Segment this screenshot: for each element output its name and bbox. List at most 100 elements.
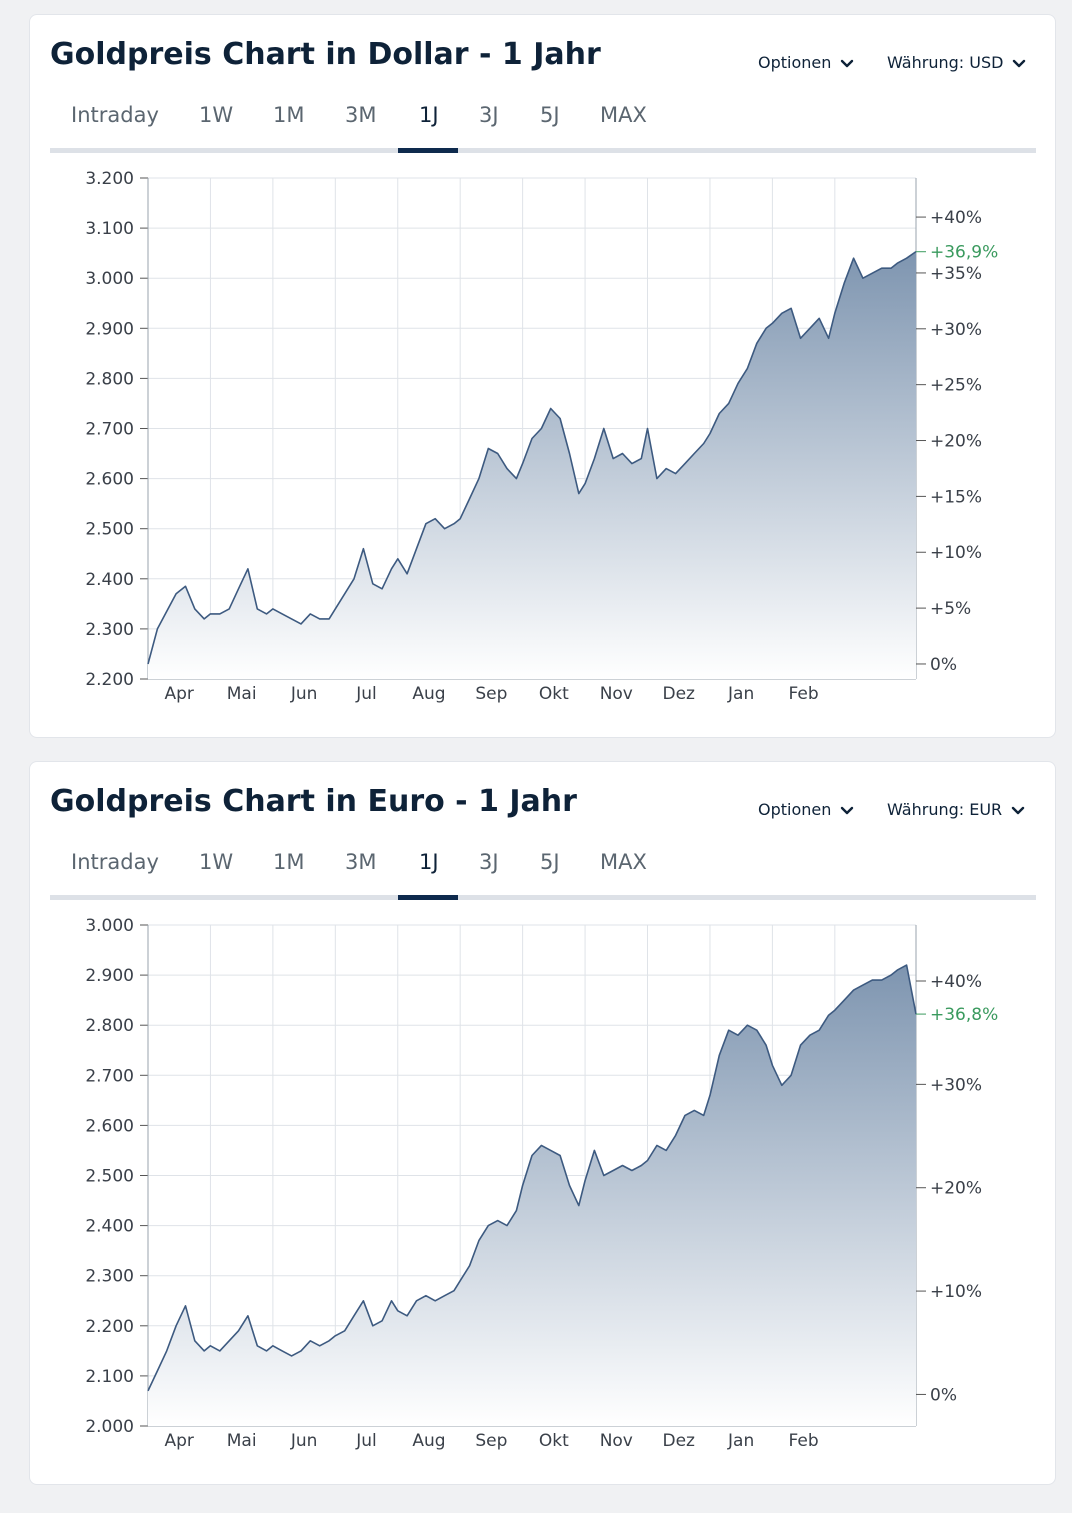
gold-chart-card-usd: Goldpreis Chart in Dollar - 1 Jahr Optio… xyxy=(29,14,1056,738)
y-tick-label: 3.000 xyxy=(85,916,134,936)
tab-3j[interactable]: 3J xyxy=(479,103,499,127)
y-tick-label: 2.500 xyxy=(85,1167,134,1187)
currency-label: Währung: USD xyxy=(887,53,1004,72)
y-tick-label: 2.300 xyxy=(85,1267,134,1287)
y-tick-label: 2.200 xyxy=(85,1317,134,1337)
x-tick-label: Jul xyxy=(355,1431,377,1451)
tab-1w[interactable]: 1W xyxy=(199,103,234,127)
right-tick-label: +25% xyxy=(930,376,982,396)
tab-1m[interactable]: 1M xyxy=(273,103,305,127)
right-tick-label: +20% xyxy=(930,1179,982,1199)
y-tick-label: 2.200 xyxy=(85,670,134,690)
price-chart-usd: 2.200 2.300 2.400 2.500 2.600 2.700 2.800 2.900… xyxy=(85,169,998,704)
price-line xyxy=(147,964,917,1392)
right-tick-label: 0% xyxy=(930,1385,957,1405)
x-tick-label: Feb xyxy=(789,684,819,704)
card-title: Goldpreis Chart in Dollar - 1 Jahr xyxy=(50,37,601,72)
right-tick-label: +40% xyxy=(930,972,982,992)
x-tick-label: Jun xyxy=(290,1431,318,1451)
x-tick-label: Jun xyxy=(290,684,318,704)
x-tick-label: Okt xyxy=(539,684,569,704)
y-tick-label: 2.900 xyxy=(85,966,134,986)
options-label: Optionen xyxy=(758,53,832,72)
y-tick-label: 2.700 xyxy=(85,420,134,440)
chevron-down-icon xyxy=(841,59,854,67)
y-tick-label: 2.400 xyxy=(85,1217,134,1237)
tab-5j[interactable]: 5J xyxy=(540,103,560,127)
active-tab-indicator xyxy=(398,148,458,153)
x-tick-label: Mai xyxy=(227,684,257,704)
price-area xyxy=(148,965,916,1426)
currency-dropdown[interactable]: Währung: EUR xyxy=(887,800,1026,819)
y-tick-label: 3.100 xyxy=(85,219,134,239)
right-tick-label: 0% xyxy=(930,655,957,675)
x-tick-label: Aug xyxy=(412,684,445,704)
tab-intraday[interactable]: Intraday xyxy=(71,850,159,874)
y-tick-label: 2.400 xyxy=(85,570,134,590)
card-title: Goldpreis Chart in Euro - 1 Jahr xyxy=(50,784,577,819)
y-tick-label: 2.600 xyxy=(85,470,134,490)
tab-3j[interactable]: 3J xyxy=(479,850,499,874)
tab-1w[interactable]: 1W xyxy=(199,850,234,874)
x-tick-label: Sep xyxy=(475,684,507,704)
tab-1j[interactable]: 1J xyxy=(419,103,439,127)
options-dropdown[interactable]: Optionen xyxy=(758,53,855,72)
y-tick-label: 2.300 xyxy=(85,620,134,640)
current-change-label: +36,8% xyxy=(930,1005,998,1025)
price-line xyxy=(147,250,917,665)
timeframe-tabs: Intraday 1W 1M 3M 1J 3J 5J MAX xyxy=(50,848,1036,900)
tab-1m[interactable]: 1M xyxy=(273,850,305,874)
chevron-down-icon xyxy=(1011,806,1025,814)
y-tick-label: 2.800 xyxy=(85,1016,134,1036)
tab-3m[interactable]: 3M xyxy=(345,103,377,127)
timeframe-tabs: Intraday 1W 1M 3M 1J 3J 5J MAX xyxy=(50,101,1036,153)
x-tick-label: Okt xyxy=(539,1431,569,1451)
x-tick-label: Nov xyxy=(600,684,633,704)
options-label: Optionen xyxy=(758,800,832,819)
y-tick-label: 2.500 xyxy=(85,520,134,540)
x-tick-label: Nov xyxy=(600,1431,633,1451)
tab-3m[interactable]: 3M xyxy=(345,850,377,874)
right-tick-label: +30% xyxy=(930,320,982,340)
price-area xyxy=(148,251,916,679)
x-tick-label: Aug xyxy=(412,1431,445,1451)
active-tab-indicator xyxy=(398,895,458,900)
current-change-label: +36,9% xyxy=(930,243,998,263)
y-tick-label: 3.000 xyxy=(85,269,134,289)
currency-dropdown[interactable]: Währung: USD xyxy=(887,53,1027,72)
chevron-down-icon xyxy=(1013,59,1026,67)
y-tick-label: 2.900 xyxy=(85,319,134,339)
tab-max[interactable]: MAX xyxy=(600,850,647,874)
tab-1j[interactable]: 1J xyxy=(419,850,439,874)
right-tick-label: +15% xyxy=(930,487,982,507)
x-tick-label: Apr xyxy=(165,684,194,704)
right-tick-label: +40% xyxy=(930,208,982,228)
y-tick-label: 2.100 xyxy=(85,1367,134,1387)
tab-intraday[interactable]: Intraday xyxy=(71,103,159,127)
right-tick-label: +10% xyxy=(930,543,982,563)
right-tick-label: +35% xyxy=(930,264,982,284)
x-tick-label: Jan xyxy=(727,1431,754,1451)
tab-bar xyxy=(50,895,1036,900)
y-tick-label: 3.200 xyxy=(85,169,134,189)
x-tick-label: Jul xyxy=(355,684,377,704)
x-tick-label: Dez xyxy=(662,1431,695,1451)
tab-5j[interactable]: 5J xyxy=(540,850,560,874)
right-tick-label: +20% xyxy=(930,432,982,452)
currency-label: Währung: EUR xyxy=(887,800,1003,819)
x-tick-label: Mai xyxy=(227,1431,257,1451)
y-tick-label: 2.700 xyxy=(85,1066,134,1086)
options-dropdown[interactable]: Optionen xyxy=(758,800,855,819)
x-tick-label: Apr xyxy=(165,1431,194,1451)
tab-bar xyxy=(50,148,1036,153)
x-tick-label: Jan xyxy=(727,684,754,704)
y-tick-label: 2.600 xyxy=(85,1116,134,1136)
tab-max[interactable]: MAX xyxy=(600,103,647,127)
chevron-down-icon xyxy=(841,806,854,814)
right-tick-label: +10% xyxy=(930,1282,982,1302)
right-tick-label: +5% xyxy=(930,599,971,619)
price-chart-eur: 2.000 2.100 2.200 2.300 2.400 2.500 2.600 2.700… xyxy=(85,916,998,1451)
gold-chart-card-eur: Goldpreis Chart in Euro - 1 Jahr Optione… xyxy=(29,761,1056,1485)
right-tick-label: +30% xyxy=(930,1075,982,1095)
y-tick-label: 2.000 xyxy=(85,1417,134,1437)
